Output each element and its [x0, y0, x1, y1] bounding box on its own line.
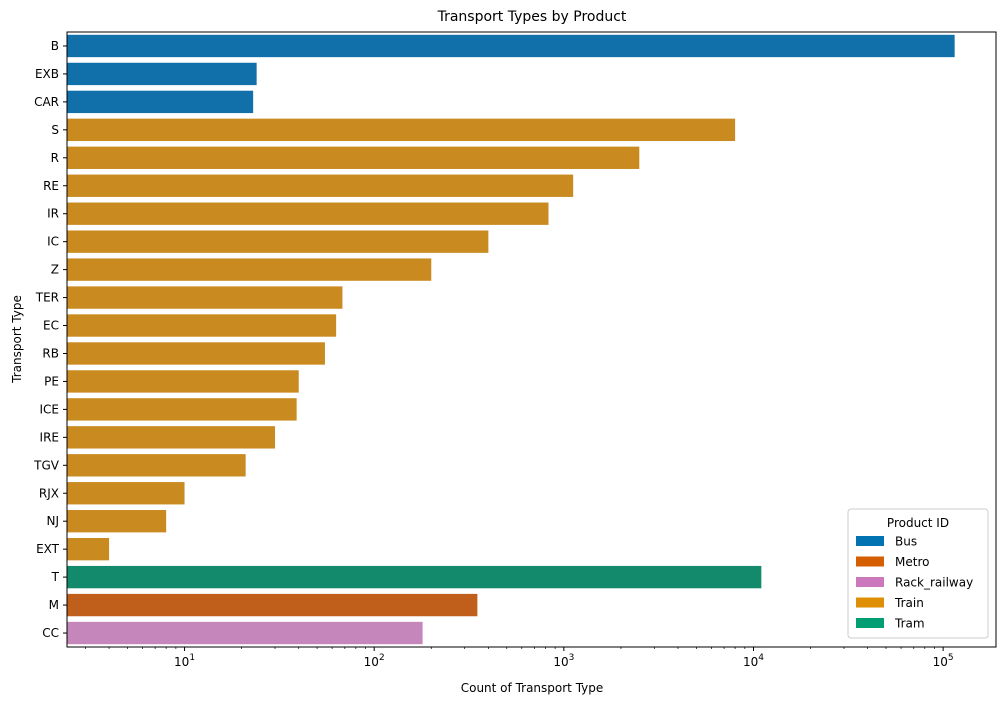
y-tick-label-r: R [51, 151, 59, 165]
y-tick-label-exb: EXB [35, 67, 59, 81]
x-tick-label-2: 102 [364, 653, 385, 669]
y-axis: B EXB CAR SR RE IR IC Z TER EC RB PE ICE IRE TGV RJX NJ E… [33, 39, 67, 640]
bar-ire [67, 426, 276, 449]
legend-title: Product ID [887, 516, 949, 530]
legend-label-tram: Tram [894, 617, 925, 631]
bar-rjx [67, 482, 185, 505]
y-tick-label-nj: NJ [46, 514, 59, 528]
y-tick-label-ext: EXT [36, 542, 60, 556]
bar-car [67, 90, 254, 114]
plot-frame [66, 31, 997, 648]
legend-swatch-bus [856, 536, 884, 546]
bar-s [67, 118, 736, 142]
x-tick-label-1: 101 [174, 653, 195, 669]
x-tick-label-4: 104 [743, 653, 764, 669]
legend-entries: Bus Metro Rack_railway Train Tram [856, 535, 973, 631]
y-tick-label-s: S [51, 123, 59, 137]
bar-nj [67, 510, 167, 533]
y-tick-label-re: RE [43, 179, 59, 193]
y-tick-label-t: T [51, 570, 60, 584]
y-tick-label-ir: IR [47, 207, 59, 221]
bar-rb [67, 342, 325, 365]
bar-re [67, 174, 574, 197]
legend-label-train: Train [894, 596, 924, 610]
y-tick-label-ic: IC [47, 235, 59, 249]
x-tick-label-5: 105 [933, 653, 954, 669]
bar-b [67, 34, 955, 58]
legend-swatch-train [856, 597, 884, 608]
bar-z [67, 258, 432, 281]
legend-label-rack_railway: Rack_railway [895, 576, 973, 590]
bar-exb [67, 62, 257, 86]
bar-ir [67, 202, 549, 225]
y-tick-label-ire: IRE [40, 430, 59, 444]
y-axis-label: Transport Type [10, 295, 24, 384]
bar-m [67, 593, 478, 617]
y-tick-label-rjx: RJX [39, 486, 59, 500]
bar-ter [67, 286, 343, 309]
bar-pe [67, 370, 299, 393]
bar-r [67, 146, 640, 169]
y-tick-label-car: CAR [34, 95, 59, 109]
bar-ext [67, 537, 110, 561]
x-axis-label: Count of Transport Type [461, 681, 604, 695]
y-tick-label-ter: TER [35, 291, 59, 305]
legend-swatch-metro [856, 556, 884, 567]
y-tick-label-rb: RB [42, 346, 59, 360]
bar-t [67, 565, 762, 589]
y-tick-label-ice: ICE [40, 402, 60, 416]
bar-ic [67, 230, 489, 253]
y-tick-label-tgv: TGV [33, 458, 60, 472]
bar-tgv [67, 454, 246, 477]
y-tick-label-z: Z [51, 263, 59, 277]
bars-group [67, 34, 955, 645]
bar-ec [67, 314, 337, 337]
y-tick-label-pe: PE [44, 374, 59, 388]
x-axis: 101 102 103 104 105 [85, 647, 954, 669]
x-tick-label-3: 103 [553, 653, 574, 669]
legend-label-metro: Metro [895, 555, 929, 569]
y-tick-label-ec: EC [43, 319, 59, 333]
bar-ice [67, 398, 297, 421]
bar-cc [67, 621, 423, 645]
y-tick-label-m: M [49, 598, 59, 612]
legend-swatch-rack_railway [856, 577, 884, 587]
legend-swatch-tram [856, 618, 884, 628]
y-tick-label-cc: CC [42, 626, 59, 640]
legend: Product ID Bus Metro Rack_railway Train Tram [847, 508, 989, 639]
chart-title: Transport Types by Product [437, 9, 627, 25]
legend-label-bus: Bus [895, 535, 917, 549]
y-tick-label-b: B [51, 39, 59, 53]
